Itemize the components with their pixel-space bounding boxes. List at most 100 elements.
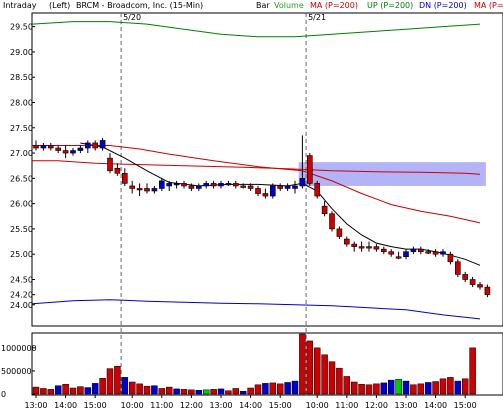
volume-bar [121,377,129,395]
x-tick-label: 15:00 [269,401,292,410]
x-tick-label: 14:00 [54,401,77,410]
volume-bar [328,361,336,395]
timeframe-label: Intraday [3,1,37,10]
y-tick-label: 25.00 [10,250,33,259]
candle-body [351,243,358,247]
volume-bar [336,367,343,395]
volume-bar [350,381,358,395]
candle-body [262,193,269,197]
candle-body [462,274,469,280]
candle-body [417,248,424,252]
volume-bar [365,384,373,395]
candle-body [403,251,409,258]
indicator-line-ma-p [32,145,481,224]
x-tick-label: 13:00 [394,401,417,410]
day-separator-label: 5/21 [308,13,326,22]
x-tick-label: 14:00 [424,401,447,410]
candle-body [99,140,106,149]
y-tick-label: 27.50 [10,124,33,133]
volume-bar [239,390,247,395]
candle-body [240,185,246,188]
volume-bar [395,378,402,395]
indicator-line-dn-p-200 [32,299,481,320]
volume-bar [165,386,173,395]
candle-body [55,147,62,151]
candle-body [358,246,365,249]
legend-up200: UP (P=200) [367,1,413,10]
volume-bar [217,388,225,395]
x-tick-label: 15:00 [84,401,107,410]
volume-bar [410,384,417,395]
candle-body [343,238,350,245]
volume-bar [202,389,210,395]
y-tick-label: 24.00 [10,301,33,310]
volume-bar [306,340,314,395]
volume-bar [91,383,99,395]
candle-body [218,183,224,187]
volume-bar [254,384,262,395]
volume-bar [313,347,321,395]
candle-body [388,251,395,255]
volume-bar [380,382,388,395]
x-tick-label: 15:00 [454,401,477,410]
candle-body [107,157,113,172]
volume-bar [173,388,180,395]
candle-body [469,279,476,285]
volume-bar [225,390,232,395]
candle-body [188,185,195,189]
candle-body [166,183,172,187]
x-tick-label: 11:00 [150,401,173,410]
volume-bar [469,347,476,395]
y-tick-label: 24.20 [10,291,33,300]
volume-bar [54,385,62,395]
volume-bar [136,383,143,395]
indicator-line-ma-p-200 [32,160,481,175]
x-tick-label: 10:00 [306,401,329,410]
candle-body [92,142,98,149]
volume-bar [128,381,136,395]
candle-body [410,248,417,252]
volume-bar [343,376,351,395]
volume-tick-label: 500000 [1,367,32,376]
candle-body [440,251,446,255]
candle-body [255,188,261,194]
volume-tick-label: 1000000 [1,344,37,353]
volume-bar [106,368,114,395]
legend-dn200: DN (P=200) [419,1,467,10]
candle-body [129,185,135,189]
y-tick-label: 27.00 [10,149,33,158]
volume-panel-frame [31,332,503,396]
x-tick-label: 10:00 [121,401,144,410]
candle-body [373,246,380,250]
candle-body [151,188,158,192]
volume-bar [276,383,284,395]
candle-body [395,256,402,259]
candle-body [47,145,54,149]
y-tick-label: 25.50 [10,225,33,234]
volume-bar [151,385,158,395]
legend-ma-short: MA (P= [474,1,503,10]
volume-bar [269,382,277,395]
volume-bar [417,383,425,395]
candle-body [321,205,328,215]
volume-bar [358,384,365,395]
y-tick-label: 26.50 [10,174,33,183]
candle-body [173,183,180,186]
volume-bar [461,378,469,395]
candle-body [447,253,454,263]
volume-bar [40,388,47,395]
volume-bar [454,380,462,395]
volume-bar [447,377,454,395]
candle-body [299,178,306,187]
x-tick-label: 12:00 [365,401,388,410]
volume-bar [262,383,269,395]
x-tick-label: 13:00 [209,401,232,410]
candle-body [33,145,39,149]
candle-body [196,185,202,189]
y-tick-label: 29.50 [10,23,33,32]
y-tick-label: 26.00 [10,200,33,209]
x-tick-label: 13:00 [24,401,47,410]
candle-body [306,155,313,184]
volume-bar [402,380,410,395]
